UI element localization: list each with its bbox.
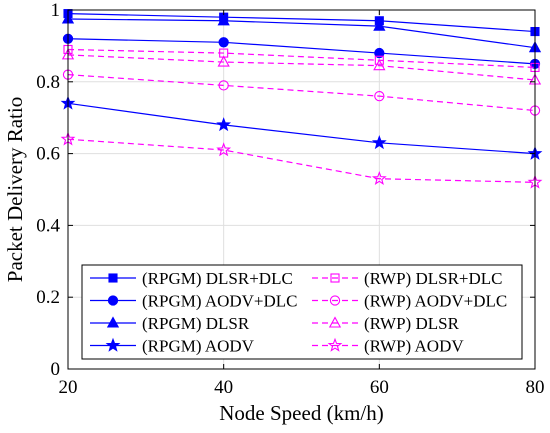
x-tick-label: 40 [214, 377, 233, 398]
series-7 [61, 48, 542, 85]
series-1 [63, 9, 540, 37]
data-point [218, 37, 229, 48]
series-line [67, 54, 536, 81]
data-point [371, 170, 387, 186]
legend-label: (RWP) DLSR [364, 314, 460, 333]
series-6 [62, 69, 541, 116]
legend-label: (RPGM) DLSR [142, 314, 250, 333]
data-point [217, 55, 230, 67]
legend-box [81, 264, 523, 360]
legend: (RPGM) DLSR+DLC (RPGM) AODV+DLC (RPGM) DLS… [81, 264, 523, 360]
series-line [67, 74, 536, 112]
legend-marker [330, 273, 340, 283]
data-point [373, 58, 386, 71]
legend-item: (RPGM) AODV+DLC [90, 292, 298, 311]
series-line [67, 138, 536, 183]
x-tick-label: 80 [526, 377, 545, 398]
series-layer [60, 9, 543, 189]
legend-label: (RPGM) DLSR+DLC [142, 269, 293, 288]
plot-frame [67, 9, 536, 370]
series-line [67, 48, 536, 69]
data-point [217, 14, 230, 26]
y-tick-label: 0.6 [36, 144, 60, 165]
legend-label: (RWP) AODV [364, 337, 464, 356]
legend-item: (RPGM) DLSR [90, 314, 250, 333]
y-tick-label: 0 [51, 359, 61, 380]
legend-label: (RPGM) AODV [142, 337, 255, 356]
series-3 [61, 12, 542, 53]
legend-marker [328, 316, 342, 328]
axis-ticks: 20 40 60 80 0 0.2 0.4 0.6 0.8 1 [36, 0, 544, 398]
data-point [371, 135, 387, 150]
legend-item: (RWP) DLSR [312, 314, 460, 333]
legend-marker [105, 337, 121, 352]
x-tick-label: 60 [370, 377, 389, 398]
legend-label: (RWP) DLSR+DLC [364, 269, 503, 288]
legend-item: (RWP) AODV [312, 337, 464, 356]
data-point [373, 19, 386, 31]
series-8 [60, 131, 543, 189]
series-5 [63, 44, 540, 72]
legend-marker [329, 295, 341, 306]
legend-item: (RPGM) DLSR+DLC [90, 269, 293, 288]
y-tick-label: 1 [51, 0, 61, 21]
series-line [67, 18, 536, 49]
data-point [374, 47, 385, 59]
legend-marker [108, 273, 118, 283]
data-point [374, 55, 384, 65]
legend-marker [106, 316, 120, 328]
data-point [374, 91, 385, 102]
data-point [216, 142, 232, 157]
legend-item: (RWP) DLSR+DLC [312, 269, 503, 288]
legend-label: (RPGM) AODV+DLC [142, 292, 298, 311]
legend-item: (RWP) AODV+DLC [312, 292, 507, 311]
series-line [67, 12, 536, 33]
series-2 [62, 33, 541, 69]
y-tick-label: 0.8 [36, 72, 60, 93]
y-tick-label: 0.2 [36, 287, 60, 308]
data-point [216, 117, 232, 132]
x-axis-title: Node Speed (km/h) [219, 401, 383, 425]
legend-marker [327, 337, 343, 352]
series-line [67, 102, 536, 155]
series-line [67, 38, 536, 65]
data-point [218, 80, 229, 91]
y-axis-title: Packet Delivery Ratio [3, 97, 27, 282]
legend-item: (RPGM) AODV [90, 337, 255, 356]
x-tick-label: 20 [59, 377, 78, 398]
y-tick-label: 0.4 [36, 215, 60, 236]
legend-label: (RWP) AODV+DLC [364, 292, 507, 311]
series-4 [60, 95, 543, 160]
legend-marker [107, 295, 119, 306]
